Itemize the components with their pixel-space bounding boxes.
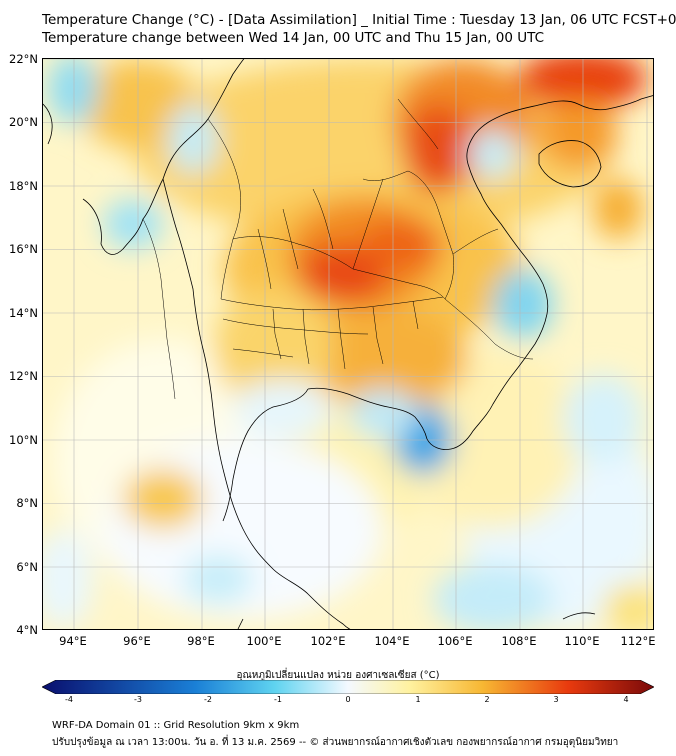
- map-canvas: [43, 59, 653, 629]
- lon-label-98e: 98°E: [187, 634, 215, 648]
- lat-label-16n: 16°N: [9, 242, 38, 256]
- lat-label-14n: 14°N: [9, 306, 38, 320]
- lat-label-10n: 10°N: [9, 433, 38, 447]
- map-gridlines: [43, 59, 653, 629]
- colorbar-tick: 3: [553, 695, 559, 704]
- lat-label-22n: 22°N: [9, 52, 38, 66]
- chart-subtitle: Temperature change between Wed 14 Jan, 0…: [42, 30, 544, 46]
- colorbar-tick: -2: [204, 695, 212, 704]
- lon-label-104e: 104°E: [374, 634, 410, 648]
- temperature-map: [42, 58, 654, 630]
- lat-label-20n: 20°N: [9, 115, 38, 129]
- lon-label-96e: 96°E: [123, 634, 151, 648]
- colorbar-tick: 1: [415, 695, 421, 704]
- lon-label-108e: 108°E: [501, 634, 537, 648]
- colorbar-tick: -4: [65, 695, 73, 704]
- colorbar-tick: 4: [623, 695, 629, 704]
- model-info: WRF-DA Domain 01 :: Grid Resolution 9km …: [52, 720, 300, 731]
- lon-label-110e: 110°E: [564, 634, 600, 648]
- chart-title: Temperature Change (°C) - [Data Assimila…: [42, 12, 676, 28]
- lat-label-18n: 18°N: [9, 179, 38, 193]
- lon-label-102e: 102°E: [310, 634, 346, 648]
- lon-label-94e: 94°E: [59, 634, 87, 648]
- temperature-field: [43, 59, 653, 629]
- colorbar: [42, 680, 654, 694]
- lon-label-112e: 112°E: [620, 634, 656, 648]
- update-credit: ปรับปรุงข้อมูล ณ เวลา 13:00น. วัน อ. ที่…: [52, 737, 619, 748]
- colorbar-tick: -1: [274, 695, 282, 704]
- province-borders: [142, 98, 534, 400]
- colorbar-title: อุณหภูมิเปลี่ยนแปลง หน่วย องศาเซลเซียส (…: [236, 670, 440, 681]
- colorbar-tick: 2: [484, 695, 490, 704]
- colorbar-gradient: [42, 680, 654, 694]
- lon-label-106e: 106°E: [437, 634, 473, 648]
- lat-label-8n: 8°N: [16, 496, 38, 510]
- lat-label-4n: 4°N: [16, 623, 38, 637]
- colorbar-tick: -3: [134, 695, 142, 704]
- coastlines: [43, 59, 653, 629]
- colorbar-tick: 0: [345, 695, 351, 704]
- lat-label-6n: 6°N: [16, 560, 38, 574]
- lon-label-100e: 100°E: [246, 634, 282, 648]
- lat-label-12n: 12°N: [9, 369, 38, 383]
